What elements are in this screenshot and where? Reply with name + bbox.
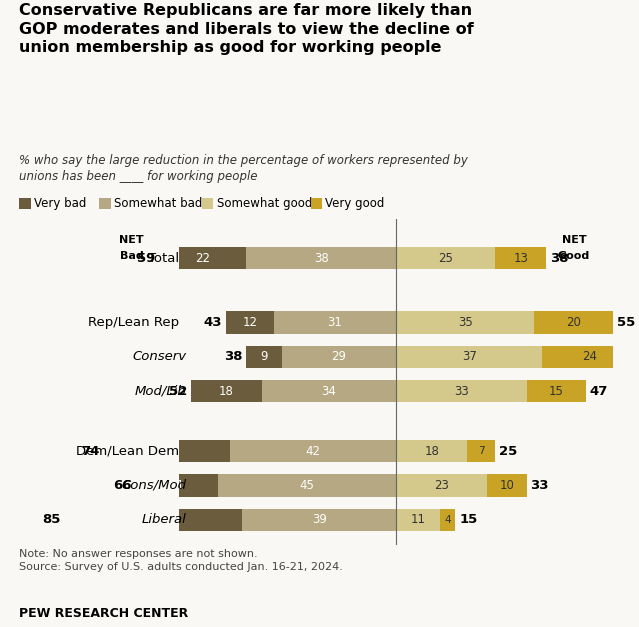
Text: Mod/Lib: Mod/Lib [135, 384, 187, 398]
Text: 52: 52 [169, 384, 187, 398]
Text: PEW RESEARCH CENTER: PEW RESEARCH CENTER [19, 607, 189, 620]
Bar [242, 508, 396, 531]
Bar [226, 311, 273, 334]
Bar [282, 345, 396, 368]
Text: 9: 9 [260, 350, 268, 363]
Text: 38: 38 [550, 251, 569, 265]
Bar [135, 474, 219, 497]
Text: Total: Total [148, 251, 179, 265]
Text: 13: 13 [513, 251, 528, 265]
Text: 22: 22 [195, 251, 210, 265]
Text: 32: 32 [160, 445, 174, 458]
Text: 15: 15 [549, 384, 564, 398]
Text: Somewhat good: Somewhat good [217, 198, 312, 210]
Bar [396, 474, 487, 497]
Bar [487, 474, 527, 497]
Text: Liberal: Liberal [142, 514, 187, 526]
Text: Very good: Very good [325, 198, 385, 210]
Text: 31: 31 [328, 316, 343, 329]
Text: 43: 43 [204, 316, 222, 329]
Bar [396, 247, 495, 269]
Bar [159, 247, 246, 269]
Bar [527, 380, 586, 402]
Text: 35: 35 [458, 316, 473, 329]
Bar [65, 508, 242, 531]
Bar [262, 380, 396, 402]
Text: 45: 45 [146, 514, 160, 526]
Text: 45: 45 [300, 479, 315, 492]
Bar [246, 247, 396, 269]
Text: 23: 23 [434, 479, 449, 492]
Text: 7: 7 [478, 446, 484, 456]
Text: 24: 24 [582, 350, 597, 363]
Text: Rep/Lean Rep: Rep/Lean Rep [88, 316, 179, 329]
Text: 38: 38 [224, 350, 242, 363]
Bar [396, 311, 534, 334]
Text: Good: Good [558, 251, 590, 261]
Text: 25: 25 [499, 445, 517, 458]
Text: 20: 20 [567, 316, 581, 329]
Text: Somewhat bad: Somewhat bad [114, 198, 202, 210]
Text: 74: 74 [82, 445, 100, 458]
Text: 34: 34 [321, 384, 337, 398]
Text: NET: NET [119, 235, 144, 245]
Text: 18: 18 [219, 384, 234, 398]
Text: 25: 25 [438, 251, 453, 265]
Bar [396, 380, 527, 402]
Bar [219, 474, 396, 497]
Text: Cons/Mod: Cons/Mod [122, 479, 187, 492]
Text: Conserv: Conserv [133, 350, 187, 363]
Bar [396, 508, 440, 531]
Text: Dem/Lean Dem: Dem/Lean Dem [76, 445, 179, 458]
Text: 59: 59 [137, 251, 155, 265]
Text: 66: 66 [113, 479, 132, 492]
Bar [467, 440, 495, 462]
Text: 4: 4 [444, 515, 451, 525]
Text: 47: 47 [590, 384, 608, 398]
Text: Note: No answer responses are not shown.
Source: Survey of U.S. adults conducted: Note: No answer responses are not shown.… [19, 549, 343, 572]
Bar [246, 345, 282, 368]
Bar [396, 440, 467, 462]
Text: 29: 29 [332, 350, 346, 363]
Text: 55: 55 [617, 316, 636, 329]
Bar [543, 345, 637, 368]
Bar [495, 247, 546, 269]
Text: Very bad: Very bad [34, 198, 86, 210]
Text: % who say the large reduction in the percentage of workers represented by
unions: % who say the large reduction in the per… [19, 154, 468, 182]
Bar [273, 311, 396, 334]
Bar [440, 508, 456, 531]
Text: 15: 15 [459, 514, 477, 526]
Bar [230, 440, 396, 462]
Text: 10: 10 [499, 479, 514, 492]
Text: Bad: Bad [119, 251, 143, 261]
Text: 12: 12 [243, 316, 258, 329]
Text: 38: 38 [314, 251, 328, 265]
Text: 18: 18 [424, 445, 439, 458]
Bar [534, 311, 613, 334]
Text: NET: NET [562, 235, 586, 245]
Text: 11: 11 [410, 514, 426, 526]
Text: Conservative Republicans are far more likely than
GOP moderates and liberals to : Conservative Republicans are far more li… [19, 3, 474, 55]
Text: 85: 85 [42, 514, 61, 526]
Bar [191, 380, 262, 402]
Text: 33: 33 [530, 479, 549, 492]
Text: 21: 21 [169, 479, 185, 492]
Text: 42: 42 [305, 445, 321, 458]
Text: 37: 37 [462, 350, 477, 363]
Text: 39: 39 [312, 514, 327, 526]
Bar [396, 345, 543, 368]
Text: 33: 33 [454, 384, 469, 398]
Bar [104, 440, 230, 462]
